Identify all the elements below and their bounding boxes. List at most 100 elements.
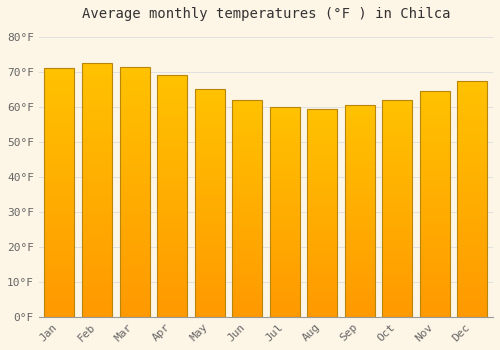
Bar xyxy=(194,310,224,312)
Bar xyxy=(44,113,74,116)
Bar xyxy=(120,269,150,272)
Bar xyxy=(270,163,300,166)
Bar xyxy=(157,237,187,239)
Bar xyxy=(458,104,488,106)
Bar xyxy=(44,123,74,125)
Bar xyxy=(270,302,300,304)
Bar xyxy=(458,307,488,310)
Bar xyxy=(44,197,74,200)
Bar xyxy=(307,152,338,154)
Bar xyxy=(458,159,488,161)
Bar xyxy=(270,243,300,245)
Bar xyxy=(420,315,450,317)
Bar xyxy=(194,212,224,215)
Bar xyxy=(120,102,150,104)
Bar xyxy=(270,170,300,172)
Bar xyxy=(345,211,375,213)
Bar xyxy=(458,123,488,125)
Bar xyxy=(382,265,412,267)
Bar xyxy=(44,215,74,217)
Bar xyxy=(157,83,187,85)
Bar xyxy=(420,145,450,147)
Bar xyxy=(458,199,488,201)
Bar xyxy=(232,119,262,121)
Bar xyxy=(44,73,74,76)
Bar xyxy=(232,174,262,176)
Bar xyxy=(232,308,262,310)
Bar xyxy=(120,152,150,154)
Bar xyxy=(382,150,412,152)
Bar xyxy=(44,262,74,265)
Bar xyxy=(345,272,375,274)
Bar xyxy=(420,168,450,170)
Bar xyxy=(120,264,150,267)
Bar xyxy=(44,240,74,242)
Bar xyxy=(82,170,112,172)
Bar xyxy=(194,215,224,217)
Bar xyxy=(270,239,300,241)
Bar xyxy=(44,200,74,203)
Bar xyxy=(345,294,375,296)
Bar xyxy=(270,166,300,168)
Bar xyxy=(345,196,375,198)
Bar xyxy=(120,107,150,109)
Bar xyxy=(120,292,150,294)
Bar xyxy=(120,112,150,114)
Bar xyxy=(44,160,74,163)
Bar xyxy=(420,240,450,242)
Bar xyxy=(194,287,224,289)
Bar xyxy=(382,286,412,289)
Bar xyxy=(82,126,112,129)
Bar xyxy=(345,173,375,175)
Bar xyxy=(120,71,150,74)
Bar xyxy=(120,207,150,209)
Bar xyxy=(270,220,300,222)
Bar xyxy=(382,137,412,139)
Bar xyxy=(270,222,300,224)
Bar xyxy=(307,179,338,181)
Bar xyxy=(458,147,488,149)
Bar xyxy=(157,90,187,92)
Bar xyxy=(194,148,224,151)
Bar xyxy=(194,256,224,258)
Bar xyxy=(82,274,112,276)
Bar xyxy=(307,117,338,119)
Bar xyxy=(270,180,300,182)
Bar xyxy=(157,78,187,80)
Bar xyxy=(120,179,150,182)
Bar xyxy=(345,192,375,194)
Bar xyxy=(382,262,412,265)
Bar xyxy=(120,89,150,92)
Bar xyxy=(307,279,338,281)
Bar xyxy=(157,230,187,232)
Bar xyxy=(157,179,187,182)
Bar xyxy=(382,182,412,184)
Bar xyxy=(458,256,488,258)
Bar xyxy=(82,225,112,228)
Bar xyxy=(120,299,150,302)
Bar xyxy=(44,71,74,73)
Bar xyxy=(44,88,74,91)
Bar xyxy=(120,229,150,232)
Bar xyxy=(82,180,112,182)
Bar xyxy=(307,217,338,219)
Bar xyxy=(194,130,224,133)
Bar xyxy=(420,258,450,260)
Bar xyxy=(82,157,112,160)
Bar xyxy=(307,138,338,140)
Bar xyxy=(307,248,338,250)
Bar xyxy=(194,112,224,114)
Bar xyxy=(345,133,375,135)
Bar xyxy=(345,164,375,167)
Bar xyxy=(270,224,300,226)
Bar xyxy=(44,230,74,232)
Bar xyxy=(194,208,224,210)
Bar xyxy=(44,135,74,138)
Bar xyxy=(44,299,74,302)
Bar xyxy=(382,134,412,137)
Bar xyxy=(420,238,450,240)
Bar xyxy=(458,276,488,279)
Bar xyxy=(82,65,112,68)
Bar xyxy=(157,187,187,189)
Bar xyxy=(420,262,450,265)
